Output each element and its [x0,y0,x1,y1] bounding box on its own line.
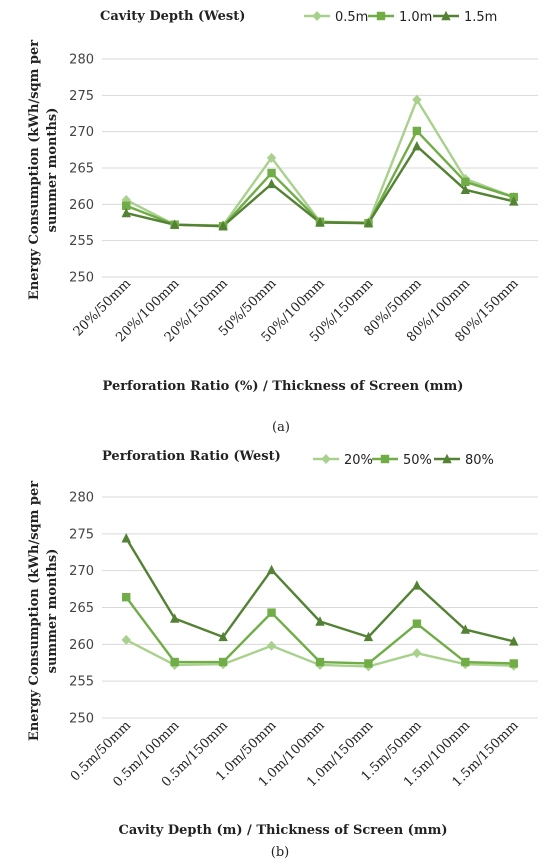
chart-a-series-line-0 [125,98,515,227]
chart-a-y-tick-0: 250 [69,271,94,286]
chart-b-series-2-point-3 [266,564,277,575]
chart-a-series-0-point-3 [266,152,277,163]
chart-a-series-1-point-6 [412,126,422,136]
chart-b-caption: (b) [271,845,289,860]
chart-b-legend-item-1 [372,454,398,464]
chart-a-series-line-1 [125,129,515,228]
chart-a-series-2-point-2 [218,220,228,231]
chart-a-series-2-point-4 [315,217,325,227]
chart-b-y-axis-title-line1: Energy Consumption (kWh/sqm per [27,481,42,741]
chart-b-series-1-point-3 [267,608,276,617]
chart-b-y-tick-5: 275 [69,527,94,542]
chart-b-x-axis-title: Cavity Depth (m) / Thickness of Screen (… [119,823,448,838]
chart-b-series-2-point-4 [315,616,325,626]
chart-b-legend-marker-2 [442,453,452,464]
chart-a-series-2-point-3 [266,178,277,189]
chart-a-legend-marker-0 [312,11,322,21]
chart-a-x-axis-title: Perforation Ratio (%) / Thickness of Scr… [103,379,464,394]
chart-b-y-axis-title-line2: summer months) [45,549,60,674]
chart-a-legend-label-2: 1.5m [464,10,497,25]
chart-a-y-tick-6: 280 [69,53,94,68]
chart-b-y-ticks: 250 255 260 265 270 275 280 [69,491,94,727]
chart-b-series-1-point-0 [122,592,131,602]
chart-b: Perforation Ratio (West) 20% 50% 80% 250… [27,449,538,860]
chart-b-legend-item-0 [313,454,339,464]
chart-b-y-tick-3: 265 [69,601,94,616]
chart-a-y-ticks: 250 255 260 265 270 275 280 [69,53,94,286]
chart-a-legend-label-1: 1.0m [399,10,432,25]
chart-a-legend-item-0 [304,11,330,21]
chart-a-y-tick-2: 260 [69,198,94,213]
chart-b-y-tick-6: 280 [69,491,94,506]
chart-b-series-2-point-5 [363,631,374,642]
chart-b-y-tick-4: 270 [69,564,94,579]
chart-a-series-line-2 [125,144,515,228]
chart-b-series-1-point-7 [461,657,470,667]
chart-a-series-2-point-7 [460,184,471,194]
chart-a-legend-item-1 [368,11,394,21]
chart-b-legend-label-1: 50% [403,453,432,468]
chart-b-legend-label-2: 80% [465,453,494,468]
chart-a-series-2-point-0 [121,207,131,218]
chart-b-series-2-point-1 [169,613,180,623]
chart-b-legend-label-0: 20% [344,453,373,468]
chart-b-series-2-point-8 [509,636,519,646]
chart-a-y-tick-5: 275 [69,89,94,104]
chart-b-y-tick-1: 255 [69,675,94,690]
chart-a-y-tick-4: 270 [69,125,94,140]
chart-b-legend-marker-0 [321,454,331,464]
chart-a-series [121,94,519,231]
chart-b-series-2-point-0 [121,533,131,543]
chart-a-series-1-point-3 [267,168,276,178]
chart-a-y-tick-3: 265 [69,162,94,177]
chart-a-title: Cavity Depth (West) [100,9,245,24]
chart-b-legend-marker-1 [380,454,390,464]
chart-a-legend-marker-2 [441,10,451,21]
chart-a-gridlines [102,58,538,278]
chart-a-series-2-point-5 [363,218,374,228]
chart-b-series-0-point-3 [266,640,277,651]
chart-b-series-line-2 [125,537,515,643]
chart-b-series-0-point-6 [412,648,422,659]
chart-a-legend-marker-1 [376,11,386,21]
chart-a-legend-label-0: 0.5m [335,10,368,25]
chart-b-series-2-point-2 [218,631,228,642]
chart-b-y-tick-2: 260 [69,638,94,653]
chart-b-legend: 20% 50% 80% [313,453,494,468]
chart-a-y-axis-title-line1: Energy Consumption (kWh/sqm per [27,40,42,300]
chart-a-series-2-point-8 [509,196,519,206]
chart-a-y-axis-title-line2: summer months) [45,108,60,233]
chart-a-series-0-point-6 [412,94,422,105]
chart-b-series-1-point-5 [364,659,373,668]
chart-b-y-tick-0: 250 [69,712,94,727]
chart-a-legend-item-2 [433,10,459,21]
chart-a-caption: (a) [272,420,290,435]
chart-a-x-ticks: 20%/50mm20%/100mm20%/150mm50%/50mm50%/10… [71,276,522,345]
chart-b-series-2-point-7 [460,624,471,634]
chart-b-series-1-point-2 [218,657,228,667]
chart-a-series-1-point-0 [122,201,131,210]
chart-b-series-1-point-6 [412,619,422,628]
chart-b-series-1-point-8 [509,659,518,668]
chart-b-legend-item-2 [434,453,460,464]
chart-a-series-2-point-6 [412,141,422,151]
chart-a-y-tick-1: 255 [69,234,94,249]
chart-b-x-ticks: 0.5m/50mm0.5m/100mm0.5m/150mm1.0m/50mm1.… [68,718,522,790]
chart-b-series-0-point-0 [121,634,131,645]
chart-b-series [121,533,519,672]
chart-b-gridlines [102,496,538,719]
chart-b-series-2-point-6 [412,580,422,590]
chart-b-series-1-point-1 [170,657,179,667]
chart-a-series-1-point-7 [461,177,470,187]
chart-a-series-2-point-1 [169,219,180,229]
chart-b-series-1-point-4 [315,657,325,667]
chart-a: Cavity Depth (West) 0.5m 1.0m 1.5m 25025… [27,9,538,435]
chart-a-legend: 0.5m 1.0m 1.5m [304,10,497,25]
chart-b-title: Perforation Ratio (West) [102,449,281,464]
